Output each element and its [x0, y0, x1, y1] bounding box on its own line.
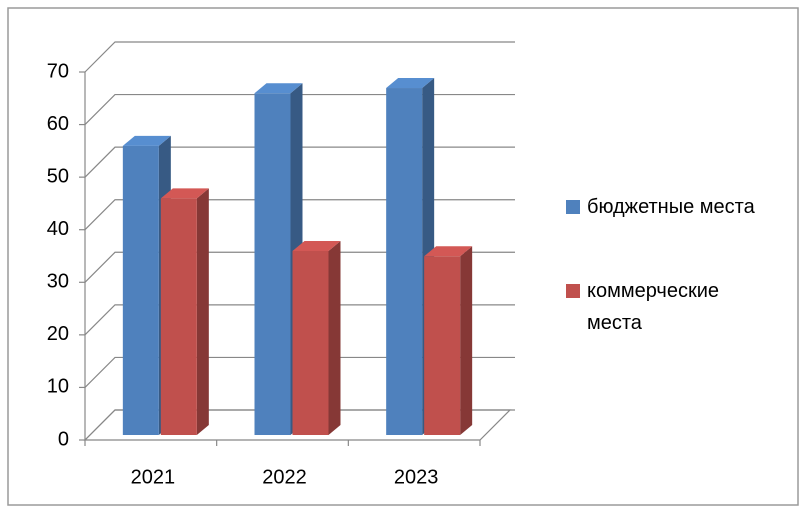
bar — [160, 198, 197, 435]
legend-swatch — [566, 200, 580, 214]
legend-label: коммерческие места — [587, 280, 719, 334]
bar — [122, 145, 159, 435]
legend-swatch — [566, 284, 580, 298]
x-tick-label: 2023 — [394, 466, 439, 488]
bar-side — [196, 188, 209, 435]
bar — [386, 88, 423, 436]
bar-side — [460, 246, 473, 435]
grid-line — [84, 41, 515, 73]
y-tick-label: 0 — [58, 428, 69, 450]
y-tick-label: 40 — [47, 218, 69, 240]
bar — [292, 251, 329, 435]
bar-top — [254, 83, 303, 94]
x-tick-label: 2021 — [131, 466, 176, 488]
bar-top — [160, 188, 209, 199]
bar-top — [292, 241, 341, 251]
grid-line — [84, 93, 515, 125]
grid-line — [84, 251, 515, 283]
grid-line — [84, 304, 515, 336]
grid-line — [84, 409, 515, 441]
y-tick-label: 60 — [47, 113, 69, 135]
grid-line — [84, 199, 515, 231]
y-tick-label: 70 — [47, 60, 69, 82]
bar-side — [328, 241, 341, 435]
bar — [424, 256, 461, 435]
bar-top — [122, 135, 171, 146]
bar-top — [424, 246, 473, 257]
x-tick-label: 2022 — [262, 466, 307, 488]
bar — [254, 93, 291, 436]
grid-line — [84, 146, 515, 178]
legend-label: бюджетные места — [587, 196, 755, 218]
bar-top — [386, 78, 435, 89]
y-tick-label: 30 — [47, 271, 69, 293]
grid-line — [84, 356, 515, 388]
y-tick-label: 50 — [47, 165, 69, 187]
y-tick-label: 20 — [47, 323, 69, 345]
y-tick-label: 10 — [47, 376, 69, 398]
